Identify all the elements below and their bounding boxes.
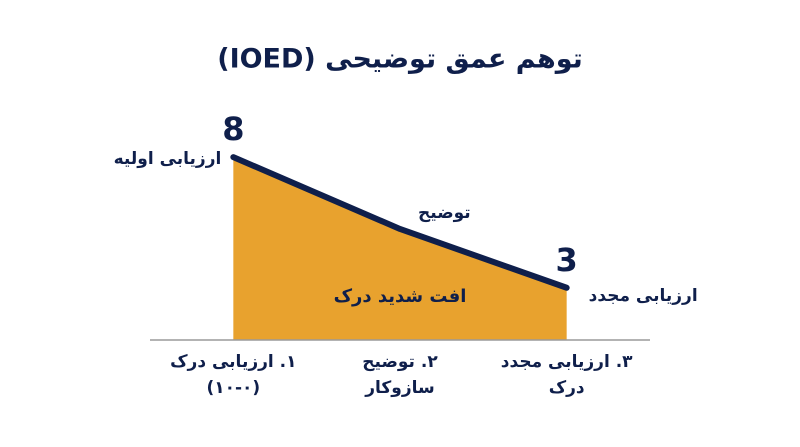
point-label: توضیح xyxy=(418,203,471,223)
x-tick-label: ۲. توضیح xyxy=(362,352,438,372)
value-label: 3 xyxy=(556,241,578,279)
x-tick-label: درک xyxy=(549,378,585,398)
x-tick-label: ۳. ارزیابی مجدد xyxy=(501,352,633,372)
chart-title: توهم عمق توضیحی (IOED) xyxy=(217,44,583,75)
x-tick-label: سازوکار xyxy=(364,378,435,398)
x-tick-label: ۱. ارزیابی درک xyxy=(170,352,296,372)
line xyxy=(230,154,570,291)
point-label: ارزیابی مجدد xyxy=(589,286,698,306)
value-label: 8 xyxy=(222,110,244,148)
annotation: افت شدید درک xyxy=(334,286,467,307)
x-tick-label: (۱۰-۰) xyxy=(206,378,260,398)
point-label: ارزیابی اولیه xyxy=(114,149,222,169)
area xyxy=(233,157,567,340)
